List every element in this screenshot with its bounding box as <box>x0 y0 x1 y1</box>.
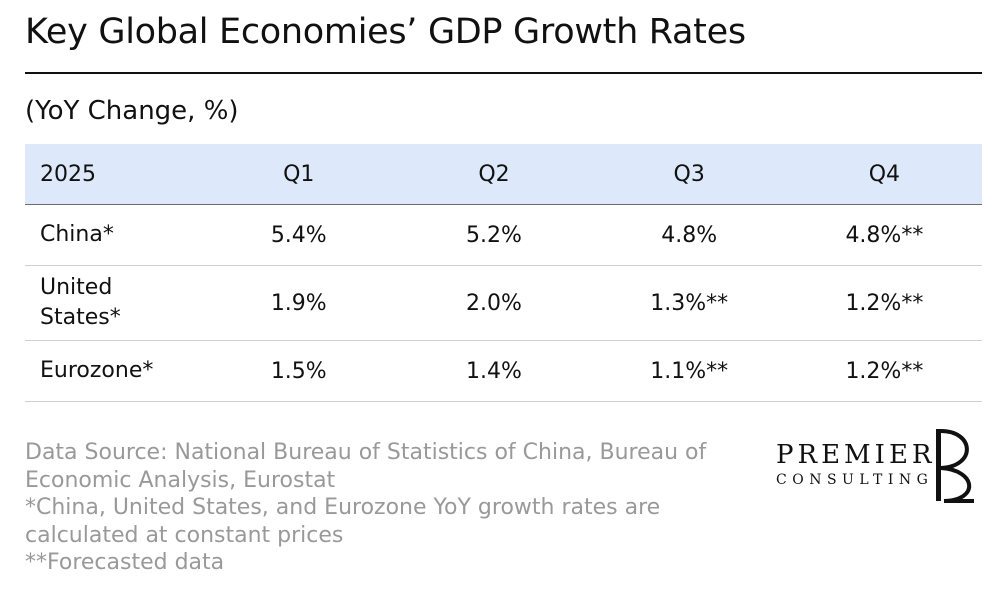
data-source-note: Data Source: National Bureau of Statisti… <box>25 440 707 493</box>
chart-subtitle: (YoY Change, %) <box>25 96 239 126</box>
table-cell: 4.8%** <box>786 204 982 266</box>
logo-tagline: CONSULTING <box>776 472 934 488</box>
table-cell: 1.5% <box>201 340 397 402</box>
pd-monogram-icon <box>930 426 982 510</box>
header-q1: Q1 <box>201 144 397 205</box>
row-label-china: China* <box>25 204 202 266</box>
row-label-text: United States* <box>40 275 121 330</box>
table-row: China* 5.4% 5.2% 4.8% 4.8%** <box>25 204 982 266</box>
table-cell: 5.2% <box>396 204 592 266</box>
table-cell: 1.3%** <box>591 265 787 341</box>
constant-prices-note: *China, United States, and Eurozone YoY … <box>25 495 661 548</box>
header-q2: Q2 <box>396 144 592 205</box>
title-divider <box>25 72 982 74</box>
table-row: United States* 1.9% 2.0% 1.3%** 1.2%** <box>25 265 982 341</box>
logo-name: PREMIER <box>776 440 936 470</box>
table-cell: 2.0% <box>396 265 592 341</box>
table-row: Eurozone* 1.5% 1.4% 1.1%** 1.2%** <box>25 340 982 402</box>
gdp-growth-table: 2025 Q1 Q2 Q3 Q4 China* 5.4% 5.2% 4.8% 4… <box>25 144 982 402</box>
footnotes: Data Source: National Bureau of Statisti… <box>25 439 725 577</box>
brand-logo: PREMIER CONSULTING <box>776 440 936 488</box>
row-label-united-states: United States* <box>25 265 202 341</box>
chart-title: Key Global Economies’ GDP Growth Rates <box>25 12 746 52</box>
forecast-note: **Forecasted data <box>25 550 225 575</box>
header-q4: Q4 <box>786 144 982 205</box>
row-label-eurozone: Eurozone* <box>25 340 202 402</box>
table-cell: 4.8% <box>591 204 787 266</box>
header-year: 2025 <box>25 144 202 205</box>
table-cell: 1.2%** <box>786 340 982 402</box>
header-q3: Q3 <box>591 144 787 205</box>
table-cell: 1.1%** <box>591 340 787 402</box>
table-header-row: 2025 Q1 Q2 Q3 Q4 <box>25 144 982 205</box>
table-cell: 1.9% <box>201 265 397 341</box>
table-cell: 1.2%** <box>786 265 982 341</box>
table-cell: 5.4% <box>201 204 397 266</box>
table-cell: 1.4% <box>396 340 592 402</box>
